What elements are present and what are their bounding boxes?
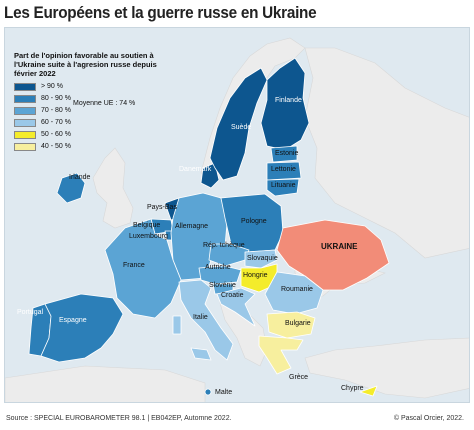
label-italie: Italie [193,314,208,321]
legend-label: 60 - 70 % [41,119,71,126]
russia-shape [304,47,469,259]
sardaigne-shape [172,315,182,335]
espagne-shape [40,293,124,363]
label-paysbas: Pays-Bas [147,204,177,211]
label-autriche: Autriche [205,264,231,271]
grece-shape [258,335,304,375]
label-estonie: Estonie [275,150,299,157]
france-shape [104,218,182,319]
legend-item: 60 - 70 % [14,118,71,127]
legend-label: 40 - 50 % [41,143,71,150]
source-note: Source : SPECIAL EUROBAROMETER 98.1 | EB… [6,415,232,422]
copyright-note: © Pascal Orcier, 2022. [393,415,464,422]
legend-item: 40 - 50 % [14,142,71,151]
label-irlande: Irlande [69,174,91,181]
legend-item: > 90 % [14,82,63,91]
legend-average: Moyenne UE : 74 % [73,100,136,107]
legend-swatch [14,142,36,151]
legend-item: 50 - 60 % [14,130,71,139]
label-espagne: Espagne [59,317,87,324]
legend-item: 80 - 90 % [14,94,71,103]
legend-swatch [14,118,36,127]
label-pologne: Pologne [241,218,267,225]
legend-item: 70 - 80 % [14,106,71,115]
label-luxembourg: Luxembourg [129,233,168,240]
legend-label: > 90 % [41,83,63,90]
turkey-shape [304,337,469,399]
legend-swatch [14,130,36,139]
uk-shape [92,147,134,229]
legend-label: 80 - 90 % [41,95,71,102]
irlande-shape [56,172,86,204]
label-grece: Grèce [289,374,309,381]
legend-swatch [14,94,36,103]
estonie-shape [270,145,298,163]
label-reptcheque: Rép. tchèque [203,242,245,249]
chypre-shape [359,385,378,397]
legend-title: Part de l'opinion favorable au soutien à… [14,51,157,78]
non-eu-land [5,37,469,402]
malte-shape [204,388,212,396]
lettonie-shape [266,161,302,181]
label-lettonie: Lettonie [271,166,296,173]
label-bulgarie: Bulgarie [285,320,311,327]
label-allemagne: Allemagne [175,223,209,230]
label-slovaquie: Slovaquie [247,255,278,262]
label-chypre: Chypre [341,385,364,392]
label-hongrie: Hongrie [243,272,268,279]
europe-map-svg [5,37,469,402]
balkans-shape [219,302,268,367]
label-lituanie: Lituanie [271,182,296,189]
croatie-shape [216,287,256,327]
map-title: Les Européens et la guerre russe en Ukra… [4,3,317,22]
label-croatie: Croatie [221,292,244,299]
label-roumanie: Roumanie [281,286,313,293]
label-finlande: Finlande [275,97,302,104]
lituanie-shape [266,178,300,197]
legend-swatch [14,106,36,115]
roumanie-shape [264,271,324,315]
label-danemark: Danemark [179,166,212,173]
map-area: Irlande Danemark Suède Finlande Estonie … [4,27,470,403]
label-suede: Suède [231,124,252,131]
label-malte: Malte [215,389,233,396]
sicile-shape [190,347,212,361]
italie-shape [178,279,234,361]
label-portugal: Portugal [17,309,44,316]
label-ukraine: UKRAINE [321,242,358,251]
bulgarie-shape [266,311,316,339]
label-slovenie: Slovénie [209,282,236,289]
legend-label: 70 - 80 % [41,107,71,114]
label-france: France [123,262,145,269]
suede-shape [209,67,268,181]
slovaquie-shape [244,249,278,269]
north-africa-shape [5,365,206,402]
legend-swatch [14,82,36,91]
legend-label: 50 - 60 % [41,131,71,138]
finlande-shape [260,57,310,151]
ukraine-shape [276,219,390,291]
label-belgique: Belgique [133,222,161,229]
